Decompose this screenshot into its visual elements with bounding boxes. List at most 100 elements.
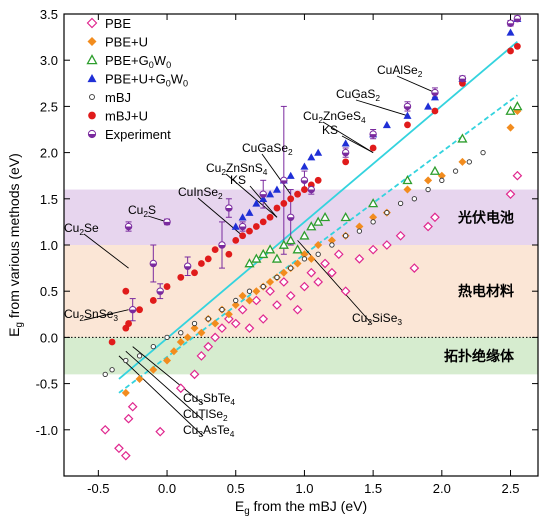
point-circle-open-small [288, 265, 294, 271]
y-tick-label: 2.0 [40, 146, 58, 161]
point-circle-open-small [191, 320, 198, 327]
legend-marker [88, 111, 96, 120]
point-triangle [382, 120, 391, 129]
x-axis-label: Eg from the mBJ (eV) [235, 498, 367, 517]
point-diamond [211, 319, 220, 328]
legend-marker [87, 74, 97, 83]
subscript: 3 [198, 397, 203, 407]
point-triangle-open [402, 174, 413, 185]
leader-line [322, 121, 374, 153]
point-diamond-open [196, 351, 207, 361]
point-triangle-open [264, 244, 276, 254]
point-triangle [245, 208, 254, 216]
x-tick-label: 0.5 [227, 481, 245, 496]
point-diamond-open [265, 286, 275, 297]
point-diamond [163, 356, 172, 365]
subscript: 2 [79, 227, 84, 237]
point-circle-open-small [439, 177, 445, 183]
band-label: 热电材料 [458, 283, 514, 299]
point-diamond [169, 347, 178, 356]
leader-line [132, 346, 204, 405]
subscript: 2 [318, 115, 323, 125]
point-circle-half [369, 130, 377, 138]
point-diamond [314, 241, 323, 249]
point-triangle-open [271, 253, 283, 263]
y-tick-label: 1.5 [40, 192, 58, 207]
annotations: Cu2SeCu2SCu2SnSe3CuInSe2Cu2ZnSnS4KSCuGaS… [64, 63, 423, 439]
point-diamond-open [430, 212, 440, 223]
legend-label: PBE+U+G0W0 [105, 72, 188, 89]
x-tick-label: 0.0 [158, 481, 176, 496]
leader-line [396, 75, 436, 93]
text-part: KS [322, 123, 338, 137]
text-part: Cu [303, 109, 318, 123]
point-diamond-open [340, 286, 351, 297]
point-diamond-open [258, 314, 269, 324]
point-circle [225, 250, 233, 258]
point-circle [163, 283, 171, 290]
x-axis: -0.5 0.0 0.5 1.0 1.5 2.0 2.5 [87, 14, 520, 496]
point-triangle-open [457, 133, 468, 143]
point-triangle-open [368, 198, 379, 208]
text-part: CuInSe [178, 185, 218, 199]
point-diamond [121, 388, 130, 397]
subscript: g [14, 322, 25, 327]
point-circle-open-small [384, 210, 390, 216]
point-diamond [300, 250, 309, 259]
leader-line [341, 135, 374, 153]
text-part: Cu [64, 307, 79, 321]
y-tick-label: -0.5 [36, 377, 58, 392]
point-circle-half [183, 262, 192, 270]
point-circle [125, 320, 132, 327]
leader-line [125, 350, 204, 421]
point-triangle-open [505, 105, 516, 115]
point-circle-open-small [397, 200, 404, 207]
y-axis-label: Eg from various methods (eV) [6, 153, 25, 337]
text-part: CuGaS [336, 87, 375, 101]
annotation-label: Cu2S [128, 203, 156, 219]
point-circle-open-small [329, 242, 335, 248]
point-triangle [286, 171, 295, 179]
point-diamond [135, 374, 144, 383]
point-diamond [437, 171, 446, 180]
point-diamond-open [354, 254, 365, 264]
point-circle-open-small [274, 274, 280, 280]
text-part: Se [84, 221, 99, 235]
subscript: 2 [143, 209, 148, 219]
point-diamond [149, 365, 158, 374]
annotation-label: Cu2SnSe3 [64, 307, 118, 323]
legend: PBEPBE+UPBE+G0W0PBE+U+G0W0mBJmBJ+UExperi… [86, 16, 188, 142]
band [64, 189, 538, 245]
point-circle-open-small [164, 334, 170, 341]
point-diamond-open [217, 323, 227, 334]
annotation-label: Cu2ZnGeS4 [303, 109, 366, 125]
subscript: 4 [230, 429, 235, 439]
leader-line [118, 355, 204, 437]
y-axis: -1.0 -0.5 0.0 0.5 1.0 1.5 2.0 2.5 3.0 3.5 [36, 7, 538, 438]
point-circle [149, 297, 157, 304]
point-circle-half [280, 176, 288, 185]
leader-line [83, 309, 129, 321]
point-triangle-open [299, 230, 310, 240]
point-diamond [197, 328, 206, 337]
point-circle-half [506, 19, 515, 27]
point-triangle [430, 93, 439, 101]
point-circle-open-small [233, 297, 239, 304]
subscript: 2 [418, 69, 423, 79]
point-circle [404, 121, 411, 129]
point-triangle [272, 185, 281, 193]
point-circle [239, 232, 247, 240]
point-circle-half [124, 222, 133, 231]
point-diamond [266, 277, 275, 286]
point-triangle-open [285, 235, 296, 245]
subscript: 2 [218, 191, 223, 201]
point-circle-open-small [178, 330, 184, 336]
point-triangle-open [319, 211, 331, 222]
text-part: Cu [64, 221, 79, 235]
point-diamond-open [251, 295, 262, 306]
point-diamond-open [100, 424, 111, 435]
text-part: ZnSnS [226, 161, 263, 175]
point-circle-half [218, 241, 226, 249]
point-circle-open-small [301, 256, 308, 262]
point-circle-open-small [109, 367, 115, 373]
